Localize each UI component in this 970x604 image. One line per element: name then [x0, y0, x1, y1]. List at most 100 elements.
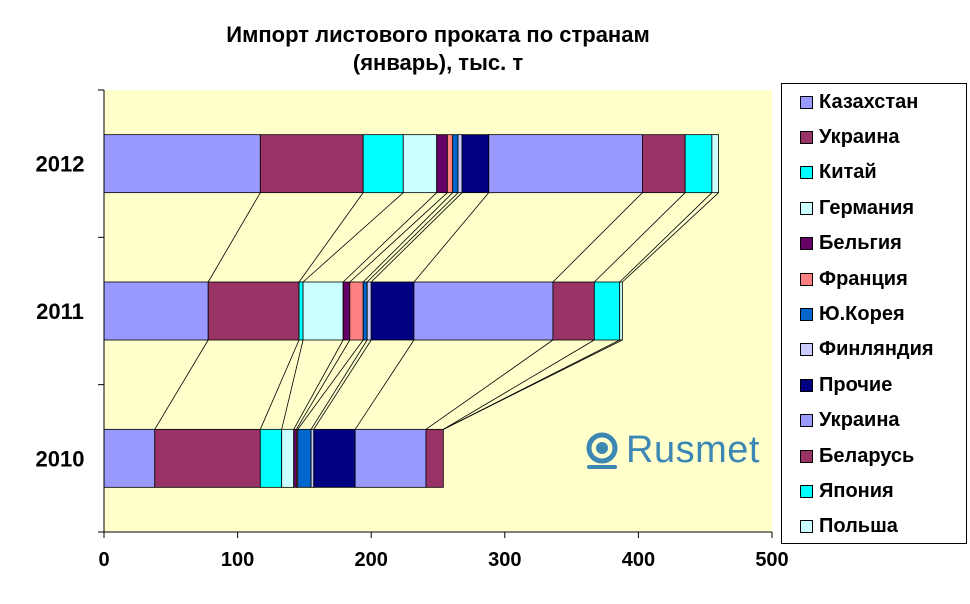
legend-label: Беларусь	[819, 444, 915, 467]
bar-segment	[259, 134, 364, 194]
series-line	[313, 339, 372, 430]
legend-label: Прочие	[819, 373, 893, 396]
series-line	[366, 192, 459, 283]
legend-item: Украина	[800, 125, 900, 149]
legend-swatch	[800, 414, 813, 428]
bar-segment	[297, 428, 312, 488]
legend-swatch	[800, 237, 813, 251]
bar-segment	[642, 134, 686, 194]
bar-segment	[302, 281, 344, 341]
series-line	[297, 339, 364, 430]
legend-swatch	[800, 378, 813, 392]
bar-segment	[103, 134, 261, 194]
legend-item: Ю.Корея	[800, 302, 905, 326]
bar-segment	[313, 428, 356, 488]
bar-segment	[342, 281, 351, 341]
series-line	[443, 339, 595, 430]
legend-swatch	[800, 95, 813, 109]
y-tick-label: 2010	[36, 446, 85, 471]
bar-segment	[711, 134, 719, 194]
bar-segment	[207, 281, 300, 341]
y-tick-label: 2011	[36, 299, 84, 324]
chart-title: Импорт листового проката по странам	[226, 22, 650, 47]
legend-label: Украина	[819, 125, 900, 148]
series-line	[370, 192, 463, 283]
bar-segment	[370, 281, 415, 341]
x-tick-label: 500	[755, 549, 788, 571]
series-line	[443, 339, 623, 430]
series-line	[594, 192, 686, 283]
legend-label: Китай	[819, 161, 877, 184]
legend-swatch	[800, 449, 813, 463]
legend-label: Казахстан	[819, 90, 919, 113]
legend: Казахстан Украина Китай Германия Бельгия Фран…	[781, 83, 967, 544]
bar-segment	[259, 428, 283, 488]
series-line	[354, 339, 415, 430]
bar-segment	[298, 281, 304, 341]
legend-item: Финляндия	[800, 338, 934, 362]
bar-segment	[446, 134, 454, 194]
bar-segment	[366, 281, 372, 341]
bar-segment	[154, 428, 261, 488]
legend-label: Япония	[819, 479, 894, 502]
legend-label: Финляндия	[819, 338, 934, 361]
series-line	[154, 339, 209, 430]
legend-label: Бельгия	[819, 232, 902, 255]
watermark-text: Rusmet	[626, 429, 760, 471]
bar-segment	[362, 134, 404, 194]
series-line	[207, 192, 261, 283]
bar-segment	[293, 428, 297, 488]
legend-item: Франция	[800, 267, 908, 291]
legend-swatch	[800, 343, 813, 357]
legend-label: Франция	[819, 267, 908, 290]
series-line	[298, 192, 364, 283]
bar-segment	[402, 134, 438, 194]
legend-swatch	[800, 307, 813, 321]
series-line	[425, 339, 554, 430]
legend-label: Германия	[819, 196, 915, 219]
bar-segment	[457, 134, 463, 194]
bar-segment	[619, 281, 623, 341]
legend-item: Бельгия	[800, 232, 902, 256]
bar-segment	[488, 134, 643, 194]
legend-label: Украина	[819, 409, 900, 432]
legend-item: Китай	[800, 161, 877, 185]
bar-segment	[413, 281, 554, 341]
series-line	[259, 339, 300, 430]
legend-swatch	[800, 520, 813, 534]
legend-item: Казахстан	[800, 90, 918, 114]
legend-label: Польша	[819, 515, 898, 538]
bar-segment	[461, 134, 490, 194]
bar-segment	[281, 428, 295, 488]
series-line	[362, 192, 453, 283]
bar-segment	[436, 134, 448, 194]
x-tick-label: 400	[622, 549, 655, 571]
legend-item: Польша	[800, 515, 898, 539]
bar-segment	[354, 428, 427, 488]
bar-segment	[425, 428, 444, 488]
y-tick-label: 2012	[36, 152, 85, 177]
legend-item: Прочие	[800, 373, 892, 397]
series-line	[622, 192, 719, 283]
bar-segment	[103, 281, 209, 341]
bar-segment	[452, 134, 459, 194]
legend-swatch	[800, 484, 813, 498]
legend-item: Германия	[800, 196, 914, 220]
series-line	[296, 339, 351, 430]
bar-segment	[349, 281, 364, 341]
legend-item: Украина	[800, 409, 900, 433]
x-tick-label: 300	[488, 549, 521, 571]
series-line	[310, 339, 368, 430]
legend-swatch	[800, 201, 813, 215]
chart-subtitle: (январь), тыс. т	[352, 50, 524, 75]
series-line	[293, 339, 344, 430]
legend-swatch	[800, 130, 813, 144]
series-line	[342, 192, 437, 283]
series-line	[281, 339, 304, 430]
series-line	[349, 192, 448, 283]
x-tick-label: 100	[221, 549, 254, 571]
legend-swatch	[800, 166, 813, 180]
series-line	[552, 192, 643, 283]
